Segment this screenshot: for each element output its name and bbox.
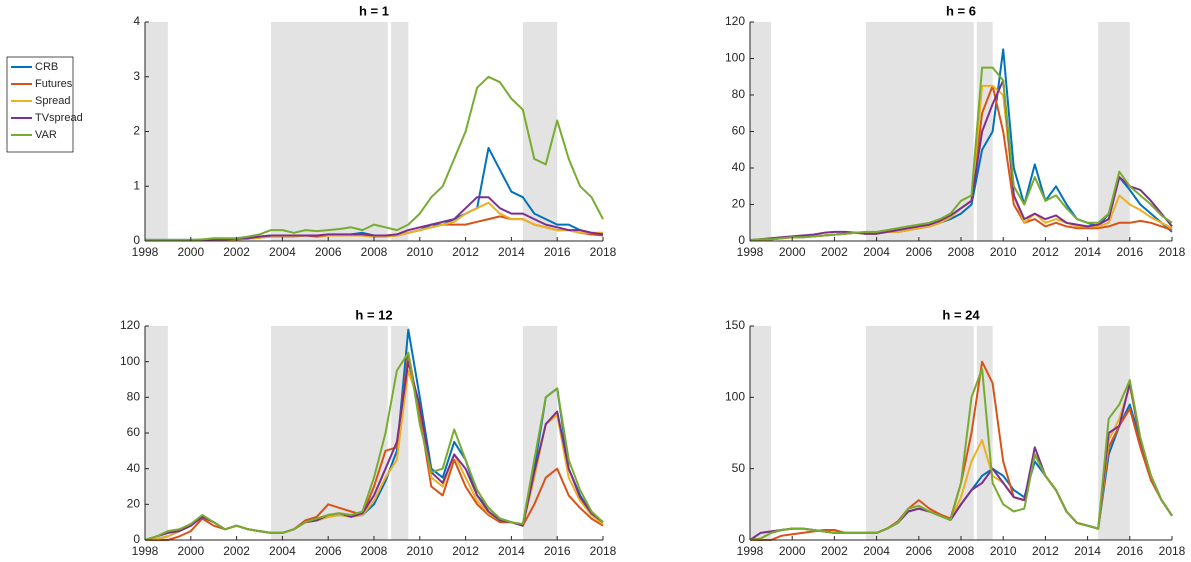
x-tick-label: 2008 xyxy=(948,544,975,558)
y-tick-label: 40 xyxy=(127,461,141,475)
x-tick-label: 2016 xyxy=(1116,245,1143,259)
shaded-region xyxy=(866,22,974,241)
x-tick-label: 2018 xyxy=(1159,544,1186,558)
x-tick-label: 2012 xyxy=(452,544,479,558)
x-tick-label: 2014 xyxy=(1074,245,1101,259)
x-tick-label: 2004 xyxy=(269,245,296,259)
y-tick-label: 2 xyxy=(133,124,140,138)
legend-box xyxy=(6,56,74,153)
series-line xyxy=(749,66,1173,242)
x-tick-label: 2010 xyxy=(406,544,433,558)
shaded-region xyxy=(750,22,772,241)
y-tick-label: 100 xyxy=(725,51,745,65)
x-tick-label: 2004 xyxy=(863,544,890,558)
legend-label: CRB xyxy=(35,61,58,73)
legend-label: VAR xyxy=(35,129,57,141)
x-tick-label: 2006 xyxy=(315,544,342,558)
y-tick-label: 150 xyxy=(725,318,745,332)
shaded-region xyxy=(145,326,168,540)
x-tick-label: 2006 xyxy=(905,245,932,259)
y-tick-label: 20 xyxy=(732,197,746,211)
y-tick-label: 50 xyxy=(732,461,746,475)
x-tick-label: 2010 xyxy=(990,544,1017,558)
x-tick-label: 2006 xyxy=(905,544,932,558)
y-tick-label: 20 xyxy=(127,497,141,511)
legend-label: Spread xyxy=(35,95,70,107)
legend-label: Futures xyxy=(35,78,73,90)
x-tick-label: 2002 xyxy=(223,245,250,259)
x-tick-label: 2016 xyxy=(544,544,571,558)
shaded-region xyxy=(1098,22,1130,241)
y-tick-label: 60 xyxy=(732,124,746,138)
y-tick-label: 120 xyxy=(120,318,140,332)
series-line xyxy=(145,196,604,242)
shaded-region xyxy=(145,22,168,241)
x-tick-label: 1998 xyxy=(737,544,764,558)
x-tick-label: 2012 xyxy=(1032,245,1059,259)
y-tick-label: 4 xyxy=(133,14,140,28)
x-tick-label: 2018 xyxy=(1159,245,1186,259)
x-tick-label: 2008 xyxy=(361,544,388,558)
series-line xyxy=(144,351,604,541)
chart-title: h = 12 xyxy=(355,307,392,322)
x-tick-label: 2004 xyxy=(269,544,296,558)
x-tick-label: 2014 xyxy=(498,245,525,259)
x-tick-label: 2014 xyxy=(498,544,525,558)
x-tick-label: 2010 xyxy=(990,245,1017,259)
x-tick-label: 2018 xyxy=(590,544,617,558)
series-line xyxy=(749,367,1173,541)
x-tick-label: 2012 xyxy=(452,245,479,259)
y-tick-label: 100 xyxy=(120,354,140,368)
shaded-region xyxy=(750,326,772,540)
y-tick-label: 80 xyxy=(127,390,141,404)
shaded-region xyxy=(270,22,388,241)
series-line xyxy=(749,79,1173,242)
x-tick-label: 2008 xyxy=(361,245,388,259)
x-tick-label: 1998 xyxy=(132,544,159,558)
x-tick-label: 2000 xyxy=(177,245,204,259)
x-tick-label: 2008 xyxy=(948,245,975,259)
series-line xyxy=(145,75,604,241)
shaded-region xyxy=(391,22,409,241)
x-tick-label: 2016 xyxy=(1116,544,1143,558)
y-tick-label: 100 xyxy=(725,390,745,404)
subplot: 0 1 2 3 4 1998 2000 2002 2004 2006 2008 2010 2012 201… xyxy=(6,3,617,259)
x-tick-label: 2016 xyxy=(544,245,571,259)
y-tick-label: 80 xyxy=(732,87,746,101)
x-tick-label: 2018 xyxy=(590,245,617,259)
subplot: 0 20 40 60 80 100 120 1998 2000 2002 2004 2006 2008 2… xyxy=(725,3,1186,259)
shaded-region xyxy=(1098,326,1130,540)
subplot: 0 20 40 60 80 100 120 1998 2000 2002 2004 2006 2008 2… xyxy=(120,307,617,558)
chart-title: h = 6 xyxy=(946,3,976,18)
x-tick-label: 2010 xyxy=(406,245,433,259)
y-tick-label: 0 xyxy=(738,233,745,247)
x-tick-label: 2012 xyxy=(1032,544,1059,558)
x-tick-label: 2002 xyxy=(821,544,848,558)
y-tick-label: 3 xyxy=(133,69,140,83)
chart-title: h = 24 xyxy=(942,307,980,322)
y-tick-label: 0 xyxy=(133,233,140,247)
shaded-region xyxy=(976,326,993,540)
x-tick-label: 2002 xyxy=(821,245,848,259)
x-tick-label: 2002 xyxy=(223,544,250,558)
x-tick-label: 2000 xyxy=(779,245,806,259)
x-tick-label: 2014 xyxy=(1074,544,1101,558)
y-tick-label: 60 xyxy=(127,425,141,439)
x-tick-label: 1998 xyxy=(132,245,159,259)
y-tick-label: 0 xyxy=(133,532,140,546)
x-tick-label: 2000 xyxy=(177,544,204,558)
x-tick-label: 2004 xyxy=(863,245,890,259)
x-tick-label: 2006 xyxy=(315,245,342,259)
y-tick-label: 1 xyxy=(133,178,140,192)
y-tick-label: 0 xyxy=(738,532,745,546)
subplot: 0 50 100 150 1998 2000 2002 2004 2006 2008 2010 201… xyxy=(725,307,1186,558)
x-tick-label: 2000 xyxy=(779,544,806,558)
y-tick-label: 40 xyxy=(732,160,746,174)
y-tick-label: 120 xyxy=(725,14,745,28)
x-tick-label: 1998 xyxy=(737,245,764,259)
chart-title: h = 1 xyxy=(359,3,389,18)
legend-label: TVspread xyxy=(35,112,83,124)
